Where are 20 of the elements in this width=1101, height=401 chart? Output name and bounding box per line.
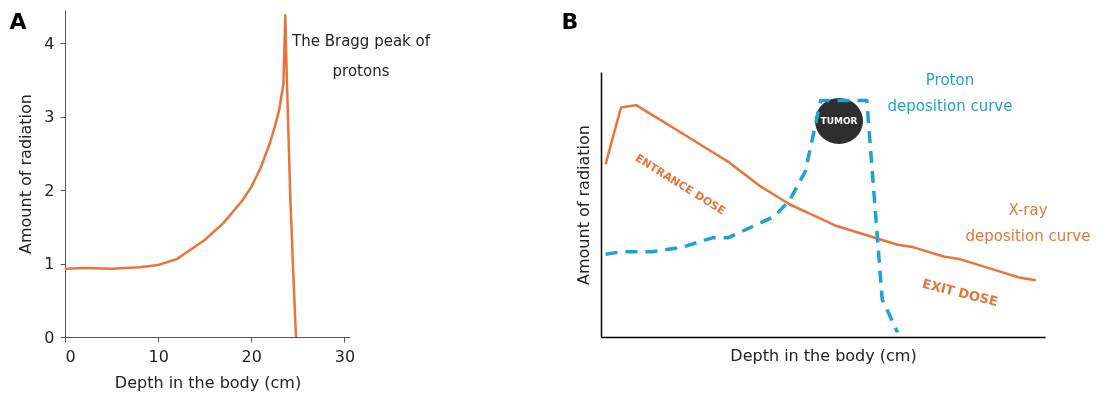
y-tick-label: 4 — [44, 33, 55, 53]
series-label: X-ray deposition curve — [965, 201, 1091, 245]
y-tick-label: 2 — [44, 180, 55, 200]
series-label: Proton deposition curve — [887, 71, 1013, 115]
x-tick-label: 10 — [148, 346, 169, 366]
y-axis-title: Amount of radiation — [16, 94, 36, 254]
annotation: EXIT DOSE — [920, 275, 1000, 310]
chart-title: B — [561, 9, 579, 34]
x-tick-label: 30 — [334, 346, 356, 366]
x-tick-label: 0 — [65, 346, 76, 366]
x-tick-label: 20 — [241, 346, 262, 366]
y-axis-title: Amount of radiation — [573, 125, 593, 285]
x-axis-title: Depth in the body (cm) — [114, 372, 302, 392]
annotation: TUMOR — [820, 116, 858, 126]
y-tick-label: 3 — [44, 107, 55, 127]
x-axis-title: Depth in the body (cm) — [730, 345, 917, 365]
y-tick-label: 1 — [44, 254, 55, 274]
y-tick-label: 0 — [44, 327, 55, 347]
chart-title: A — [9, 9, 27, 34]
annotation: The Bragg peak of protons — [291, 32, 431, 80]
